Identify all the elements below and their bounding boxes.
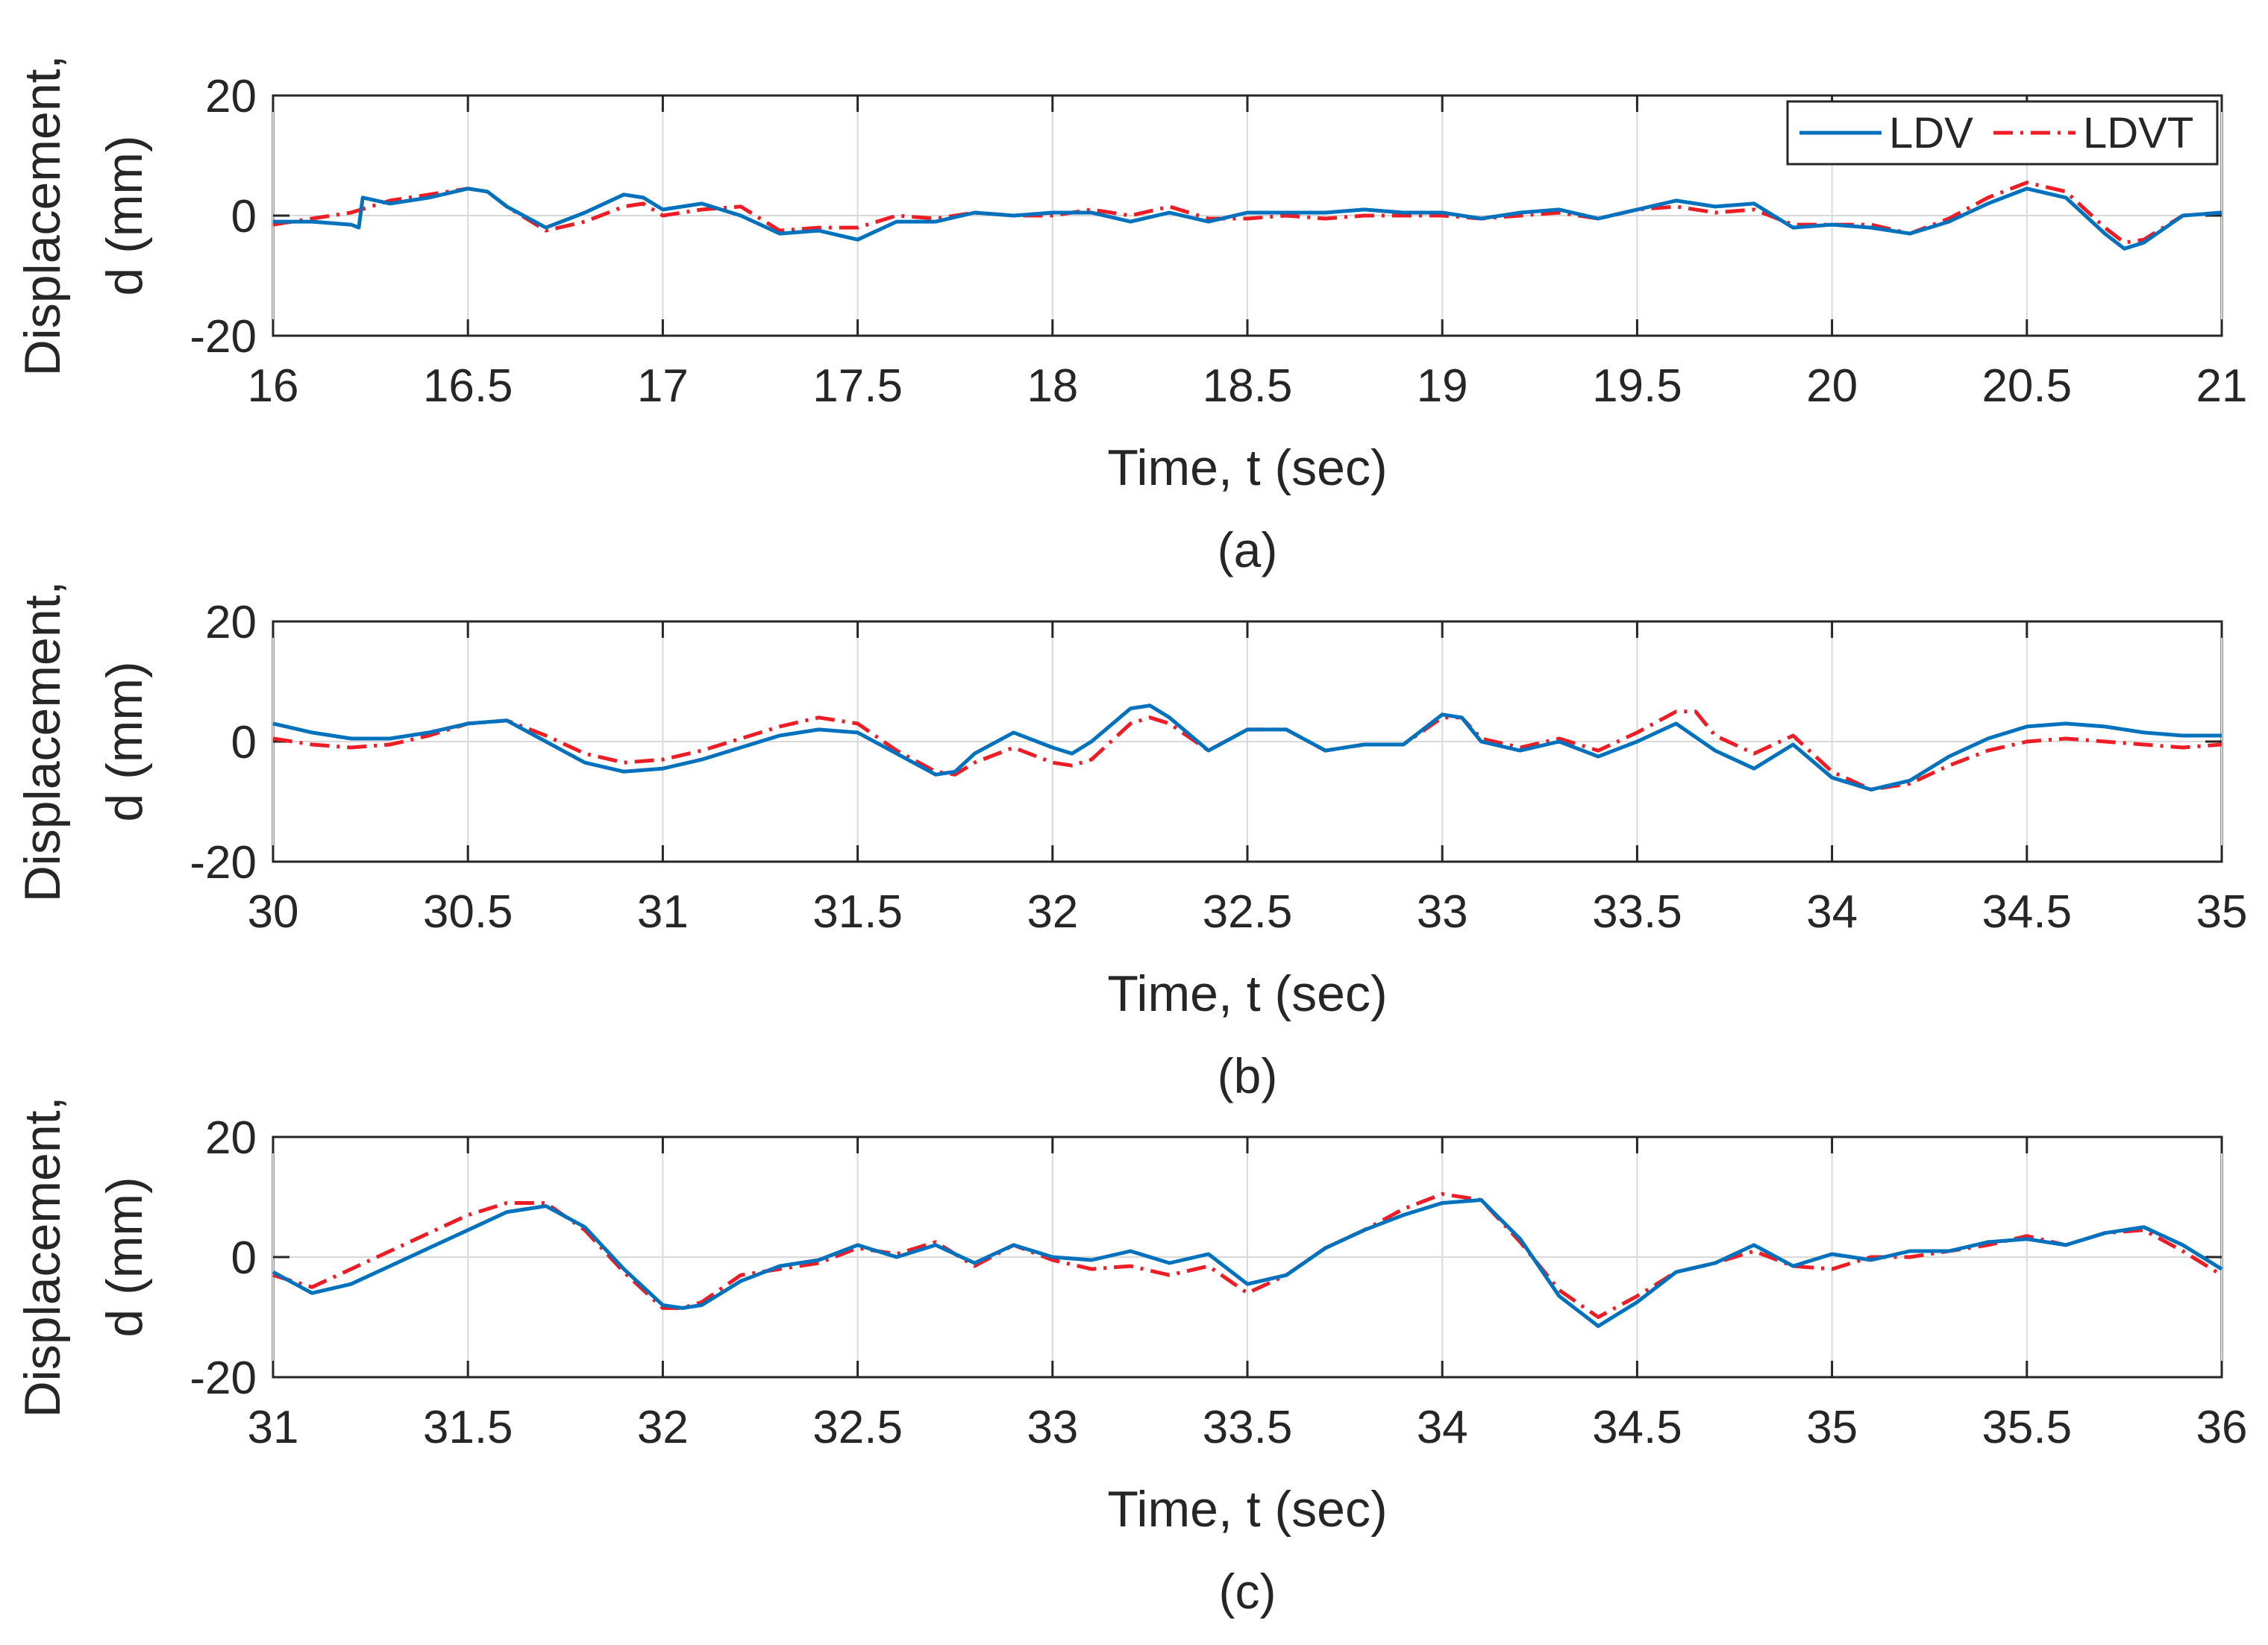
x-tick-label: 34.5 [1982, 886, 2072, 938]
y-axis-label-line2: d (mm) [96, 135, 153, 295]
panel-caption: (a) [1218, 522, 1278, 577]
y-tick-label: -20 [189, 311, 257, 363]
x-tick-label: 19.5 [1592, 360, 1682, 412]
x-tick-label: 18 [1027, 360, 1078, 412]
y-tick-label: 20 [205, 1112, 257, 1164]
x-axis-label: Time, t (sec) [1107, 439, 1387, 496]
y-tick-label: 20 [205, 71, 257, 122]
series-line-ldv [272, 704, 2222, 792]
x-tick-label: 20.5 [1982, 360, 2072, 412]
legend-label-ldv: LDV [1889, 109, 1973, 157]
chart-panel-0: 16 16.5 17 17.5 18 18.5 19 19.5 20 20.5 21 -20 0 20 Ti… [14, 55, 2247, 577]
series-line-ldv [272, 1198, 2223, 1329]
y-axis-label-line2: d (mm) [96, 1176, 153, 1337]
y-tick-label: -20 [189, 837, 257, 889]
x-tick-label: 32 [1027, 886, 1078, 938]
y-tick-label: 20 [205, 597, 257, 648]
chart-panel-1: 30 30.5 31 31.5 32 32.5 33 33.5 34 34.5 35 -20 0 20 Ti… [14, 581, 2247, 1103]
x-tick-label: 32 [637, 1402, 689, 1453]
x-tick-label: 35 [2196, 886, 2248, 938]
x-tick-label: 36 [2196, 1402, 2248, 1453]
x-tick-label: 31.5 [812, 886, 903, 938]
x-tick-label: 35 [1806, 1402, 1858, 1453]
y-tick-label: 0 [231, 717, 257, 768]
x-tick-label: 16 [248, 360, 299, 412]
y-tick-label: 0 [231, 191, 257, 242]
x-tick-label: 32.5 [812, 1402, 903, 1453]
x-tick-label: 33 [1027, 1402, 1078, 1453]
x-tick-label: 35.5 [1982, 1402, 2072, 1453]
y-axis-label-line2: d (mm) [96, 661, 153, 821]
x-tick-label: 20 [1806, 360, 1858, 412]
x-axis-label: Time, t (sec) [1107, 965, 1387, 1022]
y-axis-label-line1: Displacement, [14, 581, 71, 903]
x-tick-label: 34.5 [1592, 1402, 1682, 1453]
x-tick-label: 17.5 [812, 360, 903, 412]
x-tick-label: 30 [248, 886, 299, 938]
x-tick-label: 19 [1417, 360, 1468, 412]
x-tick-label: 16.5 [423, 360, 513, 412]
series-line-ldv [273, 187, 2222, 251]
y-axis-label-line1: Displacement, [14, 55, 71, 377]
series-line-ldvt [272, 1192, 2223, 1319]
x-tick-label: 33 [1417, 886, 1468, 938]
x-tick-label: 31.5 [423, 1402, 513, 1453]
legend: LDV LDVT [1786, 100, 2219, 166]
y-tick-label: 0 [231, 1232, 257, 1284]
legend-label-ldvt: LDVT [2083, 109, 2193, 157]
x-tick-label: 31 [248, 1402, 299, 1453]
x-tick-label: 33.5 [1203, 1402, 1293, 1453]
y-axis-label-line1: Displacement, [14, 1097, 71, 1418]
panel-caption: (b) [1218, 1048, 1278, 1103]
panel-caption: (c) [1219, 1564, 1276, 1619]
x-tick-label: 30.5 [423, 886, 513, 938]
x-tick-label: 33.5 [1592, 886, 1682, 938]
y-tick-label: -20 [189, 1353, 257, 1404]
x-tick-label: 34 [1806, 886, 1858, 938]
x-tick-label: 17 [637, 360, 689, 412]
x-tick-label: 18.5 [1203, 360, 1293, 412]
x-tick-label: 31 [637, 886, 689, 938]
x-tick-label: 34 [1417, 1402, 1468, 1453]
x-tick-label: 32.5 [1203, 886, 1293, 938]
chart-panel-2: 31 31.5 32 32.5 33 33.5 34 34.5 35 35.5 36 -20 0 20 Ti… [14, 1097, 2247, 1619]
x-axis-label: Time, t (sec) [1107, 1481, 1387, 1538]
x-tick-label: 21 [2196, 360, 2248, 412]
